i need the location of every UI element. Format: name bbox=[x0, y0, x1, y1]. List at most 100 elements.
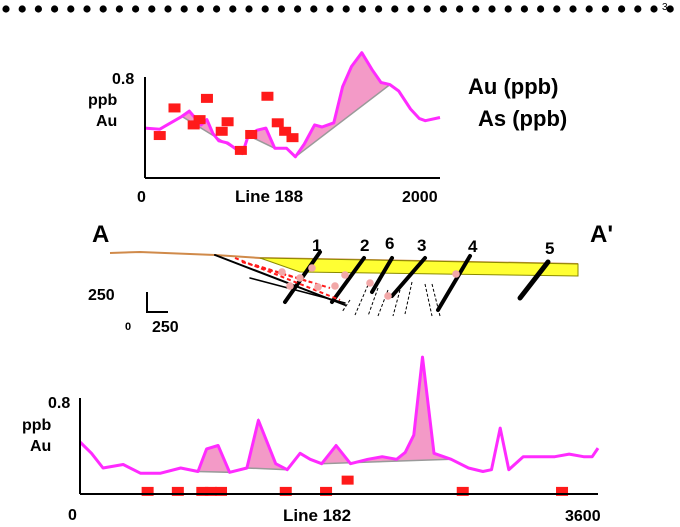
fault-number: 3 bbox=[417, 236, 426, 255]
au-marker bbox=[204, 486, 217, 496]
chart1-xlabel: Line 188 bbox=[235, 187, 303, 206]
drill-trace bbox=[424, 283, 433, 317]
sample-trace bbox=[234, 257, 341, 301]
border-dot bbox=[423, 5, 431, 13]
au-marker bbox=[234, 145, 247, 155]
chart2-au-markers bbox=[141, 475, 569, 496]
border-dot bbox=[180, 5, 188, 13]
sample-marker bbox=[286, 282, 294, 290]
legend-as-label: As (ppb) bbox=[478, 106, 567, 131]
border-dot bbox=[326, 5, 334, 13]
border-dot bbox=[358, 5, 366, 13]
scale-origin-label: 0 bbox=[125, 321, 131, 333]
chart2-x-tick-end: 3600 bbox=[565, 508, 601, 525]
fault-line bbox=[517, 259, 551, 301]
fault-line bbox=[249, 277, 346, 304]
border-dot bbox=[18, 5, 26, 13]
border-dot bbox=[472, 5, 480, 13]
au-marker bbox=[279, 126, 292, 136]
sample-marker bbox=[366, 279, 374, 287]
border-dot bbox=[51, 5, 59, 13]
border-dot bbox=[456, 5, 464, 13]
sample-marker bbox=[308, 264, 316, 272]
au-marker bbox=[187, 120, 200, 130]
border-dot bbox=[310, 5, 318, 13]
border-dot bbox=[553, 5, 561, 13]
border-dot bbox=[115, 5, 123, 13]
page-marker: 3 bbox=[662, 2, 668, 13]
border-dot bbox=[99, 5, 107, 13]
au-marker bbox=[215, 126, 228, 136]
border-dot bbox=[650, 5, 658, 13]
fault-number: 1 bbox=[312, 236, 321, 255]
scale-bar bbox=[146, 292, 168, 313]
border-dot bbox=[277, 5, 285, 13]
chart2-as-line bbox=[78, 355, 600, 475]
fault-number: 5 bbox=[545, 239, 554, 258]
border-dot bbox=[407, 5, 415, 13]
sample-marker bbox=[296, 274, 304, 282]
chart1-ylabel-element: Au bbox=[96, 113, 117, 130]
scale-horizontal-label: 250 bbox=[152, 319, 179, 336]
au-marker bbox=[141, 486, 154, 496]
chart1-x-tick-start: 0 bbox=[137, 189, 146, 206]
au-marker bbox=[286, 133, 299, 143]
chart1-au-markers bbox=[153, 91, 299, 155]
border-dot bbox=[537, 5, 545, 13]
chart2-anomaly-area bbox=[196, 357, 452, 474]
border-dot bbox=[342, 5, 350, 13]
fault-number: 4 bbox=[468, 237, 478, 256]
anomaly-fill bbox=[320, 357, 452, 465]
au-marker bbox=[456, 486, 469, 496]
border-dot bbox=[164, 5, 172, 13]
fault-line bbox=[330, 256, 366, 304]
section-end-left: A bbox=[92, 221, 109, 248]
sample-marker bbox=[452, 270, 460, 278]
drill-trace bbox=[341, 299, 351, 313]
border-dot bbox=[261, 5, 269, 13]
drill-trace bbox=[354, 284, 369, 316]
border-dot bbox=[196, 5, 204, 13]
fault-line bbox=[436, 254, 472, 312]
au-marker bbox=[279, 486, 292, 496]
sample-marker bbox=[314, 283, 322, 291]
sample-marker bbox=[384, 292, 392, 300]
sample-markers bbox=[278, 264, 460, 300]
fault-lines bbox=[214, 250, 551, 312]
fault-number: 2 bbox=[360, 236, 369, 255]
border-dot bbox=[229, 5, 237, 13]
chart2-ylabel-element: Au bbox=[30, 438, 51, 455]
chart2-xlabel: Line 182 bbox=[283, 506, 351, 525]
border-dot bbox=[375, 5, 383, 13]
border-dot bbox=[391, 5, 399, 13]
chart1-ylabel-unit: ppb bbox=[88, 92, 118, 109]
border-dot bbox=[585, 5, 593, 13]
drill-traces bbox=[341, 281, 441, 317]
dotted-top-border bbox=[2, 5, 674, 13]
sample-marker bbox=[331, 282, 339, 290]
au-marker bbox=[196, 486, 209, 496]
au-marker bbox=[171, 486, 184, 496]
border-dot bbox=[83, 5, 91, 13]
chart1-ylabel-value: 0.8 bbox=[112, 71, 134, 88]
au-marker bbox=[245, 129, 258, 139]
border-dot bbox=[67, 5, 75, 13]
border-dot bbox=[488, 5, 496, 13]
border-dot bbox=[520, 5, 529, 13]
scale-vertical-label: 250 bbox=[88, 287, 115, 304]
au-marker bbox=[271, 118, 284, 128]
drill-trace bbox=[404, 281, 413, 315]
chart-line-188: 0.8 ppb Au 0 Line 188 2000 bbox=[88, 51, 441, 206]
border-dot bbox=[294, 5, 302, 13]
chart-line-182: 0.8 ppb Au 0 Line 182 3600 bbox=[22, 355, 601, 525]
fault-number: 6 bbox=[385, 234, 394, 253]
sample-marker bbox=[278, 268, 286, 276]
legend-au-label: Au (ppb) bbox=[468, 74, 558, 99]
border-dot bbox=[148, 5, 156, 13]
au-marker bbox=[168, 103, 181, 113]
au-marker bbox=[320, 486, 333, 496]
fault-line bbox=[370, 256, 394, 294]
